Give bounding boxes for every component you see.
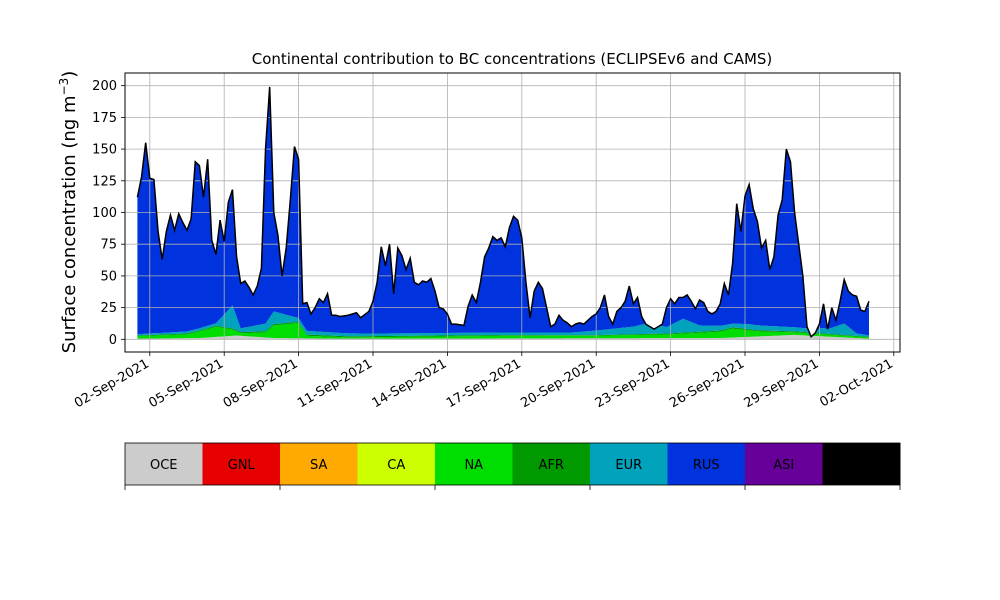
legend-swatch-asi bbox=[745, 443, 823, 485]
area-oce bbox=[137, 334, 869, 340]
legend-swatch-oce bbox=[125, 443, 203, 485]
x-tick-label: 29-Sep-2021 bbox=[742, 356, 822, 411]
legend-swatch-ca bbox=[357, 443, 436, 485]
y-tick-label: 175 bbox=[92, 111, 117, 126]
y-tick-marks bbox=[121, 85, 125, 340]
y-tick-label: 25 bbox=[100, 301, 117, 316]
x-tick-labels: 02-Sep-202105-Sep-202108-Sep-202111-Sep-… bbox=[72, 356, 896, 411]
x-tick-label: 08-Sep-2021 bbox=[221, 356, 301, 411]
x-tick-label: 14-Sep-2021 bbox=[370, 356, 450, 411]
total-line bbox=[136, 86, 870, 339]
legend-label-ca: CA bbox=[387, 458, 405, 473]
y-axis-label-main: Surface concentration (ng m bbox=[59, 95, 80, 353]
x-tick-marks bbox=[149, 352, 895, 356]
y-tick-labels: 0 25 50 75 100 125 150 175 200 bbox=[92, 79, 117, 348]
area-na bbox=[137, 323, 869, 339]
y-axis-label-superscript: −3 bbox=[57, 78, 71, 96]
legend-label-na: NA bbox=[464, 458, 483, 473]
x-tick-label: 20-Sep-2021 bbox=[518, 356, 598, 411]
x-tick-label: 02-Oct-2021 bbox=[817, 356, 895, 410]
legend-label-afr: AFR bbox=[539, 458, 564, 473]
series-areas bbox=[137, 86, 869, 340]
x-tick-label: 23-Sep-2021 bbox=[593, 356, 673, 411]
x-tick-label: 26-Sep-2021 bbox=[667, 356, 747, 411]
legend-colorbar: OCE GNL SA CA NA AFR EUR RUS ASI AUS bbox=[124, 442, 901, 490]
legend-label-rus: RUS bbox=[693, 458, 720, 473]
legend-swatch-na bbox=[435, 443, 513, 485]
x-tick-label: 17-Sep-2021 bbox=[444, 356, 524, 411]
legend-swatch-afr bbox=[512, 443, 591, 485]
legend-swatch-gnl bbox=[202, 443, 281, 485]
legend-swatch-sa bbox=[280, 443, 358, 485]
legend-swatch-aus bbox=[822, 443, 901, 485]
chart-title: Continental contribution to BC concentra… bbox=[252, 50, 773, 68]
legend-label-sa: SA bbox=[310, 458, 327, 473]
y-tick-label: 200 bbox=[92, 79, 117, 94]
y-axis-label-close: ) bbox=[59, 71, 80, 78]
y-tick-label: 75 bbox=[100, 238, 117, 253]
legend-label-asi: ASI bbox=[773, 458, 794, 473]
area-rus bbox=[137, 86, 869, 337]
plot-area bbox=[124, 72, 901, 353]
legend-label-oce: OCE bbox=[150, 458, 178, 473]
y-tick-label: 50 bbox=[100, 269, 117, 284]
legend-swatch-eur bbox=[590, 443, 668, 485]
area-eur bbox=[137, 305, 869, 337]
x-tick-label: 05-Sep-2021 bbox=[146, 356, 226, 411]
legend-swatch-rus bbox=[667, 443, 746, 485]
grid-lines bbox=[125, 73, 900, 352]
y-tick-label: 150 bbox=[92, 143, 117, 158]
x-tick-label: 11-Sep-2021 bbox=[295, 356, 375, 411]
plot-frame bbox=[124, 72, 901, 353]
x-tick-label: 02-Sep-2021 bbox=[72, 356, 152, 411]
y-tick-label: 125 bbox=[92, 174, 117, 189]
y-tick-label: 100 bbox=[92, 206, 117, 221]
y-tick-label: 0 bbox=[109, 333, 117, 348]
legend-label-aus: AUS bbox=[848, 458, 875, 473]
legend-label-gnl: GNL bbox=[228, 458, 256, 473]
legend-frame bbox=[124, 442, 901, 486]
legend-label-eur: EUR bbox=[615, 458, 642, 473]
y-axis-label: Surface concentration (ng m−3) bbox=[57, 71, 80, 354]
